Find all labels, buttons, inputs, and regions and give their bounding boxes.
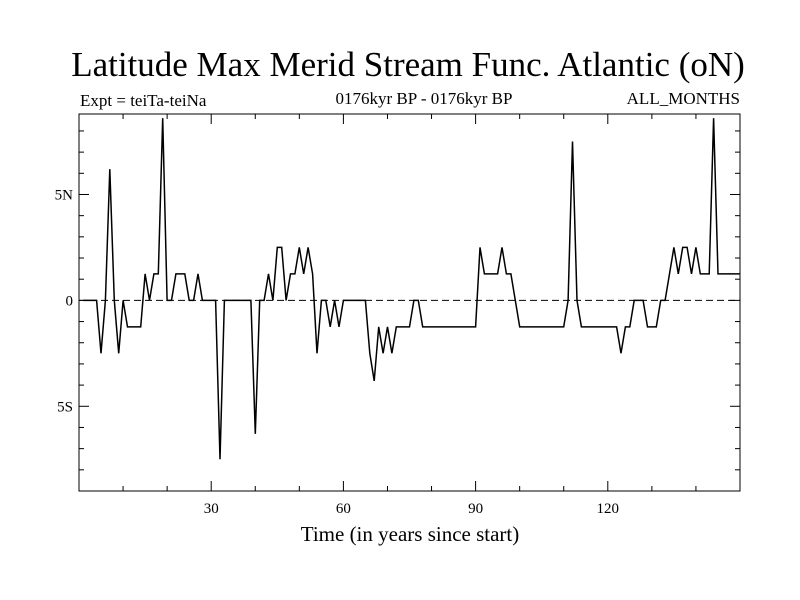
x-tick-label: 60 xyxy=(336,501,351,517)
x-tick-label: 120 xyxy=(597,501,620,517)
x-axis-label: Time (in years since start) xyxy=(301,522,520,546)
x-tick-label: 30 xyxy=(204,501,219,517)
time-range-label: 0176kyr BP - 0176kyr BP xyxy=(336,89,513,108)
y-tick-label: 5N xyxy=(55,187,74,203)
axis-ticks: 30 60 90 120 5N 0 5S xyxy=(55,114,740,517)
series-line xyxy=(83,118,740,460)
experiment-label: Expt = teiTa-teiNa xyxy=(80,91,207,110)
y-tick-label: 0 xyxy=(66,293,74,309)
y-tick-label: 5S xyxy=(57,399,73,415)
x-tick-label: 90 xyxy=(468,501,483,517)
months-label: ALL_MONTHS xyxy=(627,89,740,108)
plot-frame xyxy=(78,113,741,492)
chart-title: Latitude Max Merid Stream Func. Atlantic… xyxy=(71,45,745,84)
